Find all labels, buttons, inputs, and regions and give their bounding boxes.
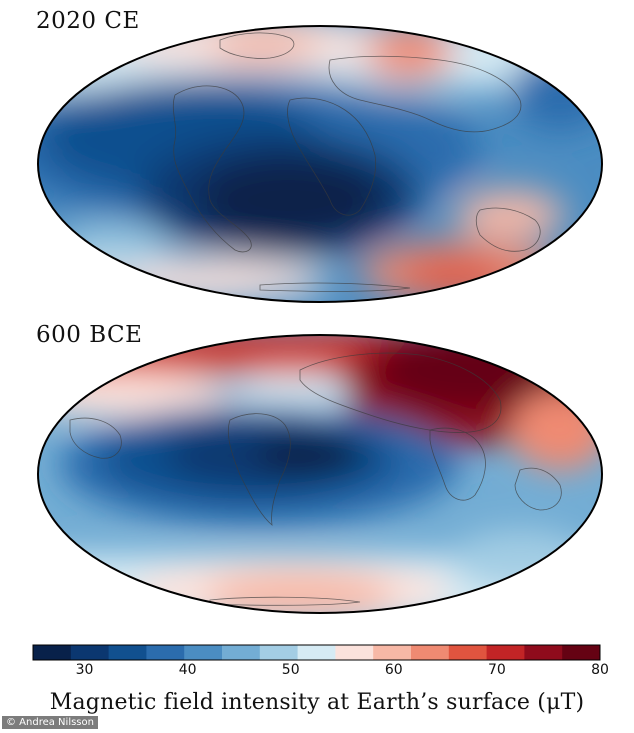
colorbar-tick-labels: 30 40 50 60 70 80 [0,662,634,684]
colorbar-segment [222,645,261,660]
colorbar-segment [146,645,185,660]
colorbar-segment [524,645,563,660]
colorbar [32,644,601,661]
colorbar-tick-60: 60 [384,662,403,678]
coastlines-2020 [172,32,541,292]
colorbar-segment [373,645,412,660]
colorbar-segment [335,645,374,660]
colorbar-segment [184,645,223,660]
map-outline-600bce [37,334,603,614]
colorbar-segment [486,645,525,660]
colorbar-tick-70: 70 [487,662,506,678]
colorbar-tick-80: 80 [591,662,609,678]
colorbar-title: Magnetic field intensity at Earth’s surf… [49,690,585,715]
intensity-map-2020 [38,26,602,302]
colorbar-segment [448,645,488,660]
colorbar-segment [297,645,336,660]
coastlines-600bce [69,352,562,606]
colorbar-frame [32,644,601,661]
colorbar-tick-50: 50 [281,662,300,678]
intensity-map-600bce [38,335,602,613]
colorbar-segment [259,645,299,660]
colorbar-tick-40: 40 [178,662,197,678]
epoch-label-600bce: 600 BCE [36,322,143,348]
colorbar-segment [33,645,72,660]
colorbar-segment [411,645,450,660]
epoch-label-2020: 2020 CE [36,8,140,34]
colorbar-segment [70,645,110,660]
colorbar-segment [108,645,147,660]
photo-credit: © Andrea Nilsson [2,716,98,729]
colorbar-tick-30: 30 [75,662,94,678]
colorbar-segment [562,645,601,660]
map-outline-2020 [37,25,603,303]
